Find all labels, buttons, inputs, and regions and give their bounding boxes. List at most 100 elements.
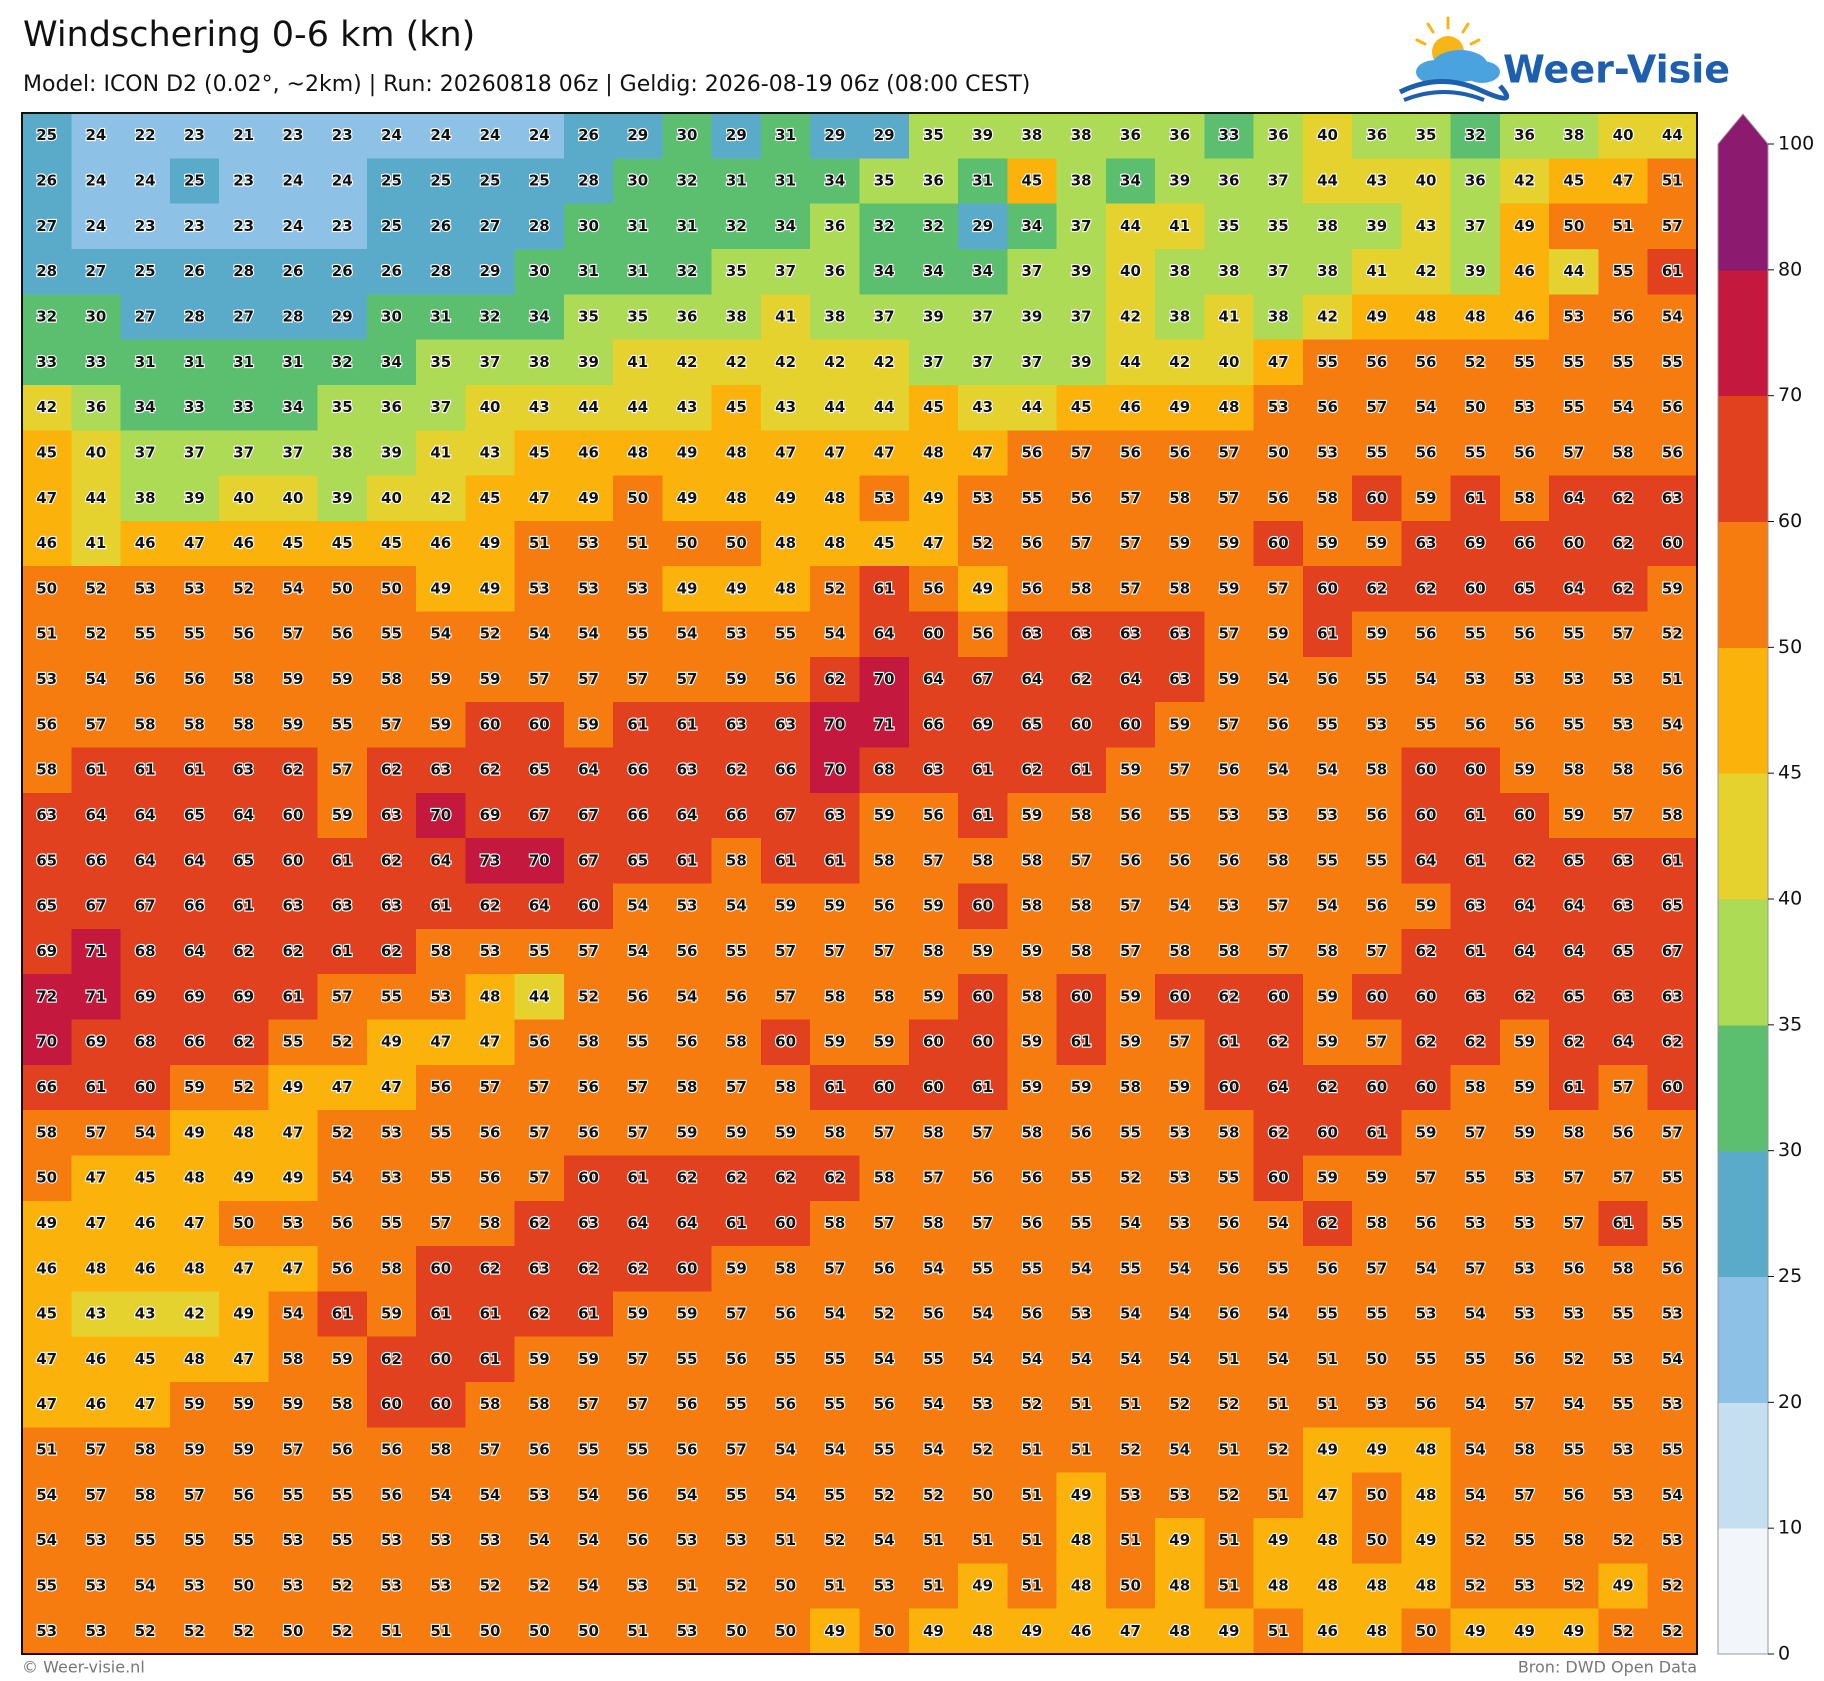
field-cell	[1204, 1563, 1255, 1610]
cell-value: 59	[1219, 670, 1240, 688]
cell-value: 54	[430, 625, 451, 643]
cell-value: 55	[578, 1441, 599, 1459]
cell-value: 57	[1120, 942, 1141, 960]
cell-value: 57	[1366, 1033, 1387, 1051]
cell-value: 50	[36, 579, 57, 597]
cell-value: 54	[1169, 1350, 1190, 1368]
cell-value: 53	[85, 1622, 106, 1640]
cell-value: 52	[874, 1305, 895, 1323]
cell-value: 55	[1120, 1259, 1141, 1277]
field-cell	[859, 1563, 910, 1610]
cell-value: 56	[677, 1441, 698, 1459]
field-cell	[169, 656, 220, 703]
field-cell	[1598, 611, 1649, 658]
field-cell	[662, 520, 713, 567]
cell-value: 60	[1268, 534, 1289, 552]
cell-value: 57	[1071, 534, 1092, 552]
cell-value: 31	[726, 171, 747, 189]
field-cell	[268, 520, 319, 567]
field-cell	[1056, 158, 1107, 205]
field-cell	[71, 1472, 122, 1519]
field-cell	[1352, 158, 1403, 205]
cell-value: 60	[972, 1033, 993, 1051]
field-cell	[71, 1382, 122, 1428]
field-cell	[563, 1019, 614, 1066]
field-cell	[1007, 248, 1058, 295]
cell-value: 48	[775, 534, 796, 552]
field-cell	[366, 339, 417, 386]
cell-value: 58	[1169, 579, 1190, 597]
cell-value: 24	[85, 126, 106, 144]
field-cell	[120, 611, 171, 658]
cell-value: 59	[1317, 1033, 1338, 1051]
cell-value: 59	[1514, 761, 1535, 779]
cell-value: 56	[1514, 625, 1535, 643]
field-cell	[760, 702, 811, 749]
field-cell	[711, 475, 762, 522]
colorbar-tick-label: 45	[1778, 762, 1802, 784]
cell-value: 57	[332, 761, 353, 779]
field-cell	[1598, 566, 1649, 613]
cell-value: 49	[923, 489, 944, 507]
cell-value: 55	[1563, 398, 1584, 416]
field-cell	[120, 1336, 171, 1383]
field-cell	[1105, 792, 1156, 839]
cell-value: 53	[1563, 307, 1584, 325]
field-cell	[1155, 1336, 1205, 1383]
cell-value: 61	[972, 806, 993, 824]
field-cell	[859, 158, 910, 205]
cell-value: 37	[775, 262, 796, 280]
field-cell	[1007, 1246, 1058, 1293]
field-cell	[760, 1155, 811, 1202]
cell-value: 58	[1071, 897, 1092, 915]
field-cell	[1105, 1291, 1156, 1338]
field-cell	[1549, 1110, 1600, 1157]
cell-value: 61	[1465, 806, 1486, 824]
field-cell	[613, 1155, 664, 1202]
field-cell	[1450, 1246, 1501, 1293]
cell-value: 55	[1071, 1169, 1092, 1187]
cell-value: 56	[332, 1214, 353, 1232]
field-cell	[760, 384, 811, 431]
field-cell	[958, 566, 1008, 613]
cell-value: 50	[972, 1486, 993, 1504]
field-cell	[1056, 838, 1107, 885]
field-cell	[1302, 1291, 1353, 1338]
field-cell	[760, 339, 811, 386]
field-cell	[1056, 566, 1107, 613]
cell-value: 55	[627, 1441, 648, 1459]
cell-value: 54	[480, 1486, 501, 1504]
field-cell	[169, 248, 220, 295]
field-cell	[514, 1019, 565, 1066]
field-cell	[1105, 1518, 1156, 1564]
field-cell	[760, 113, 811, 159]
cell-value: 35	[332, 398, 353, 416]
cell-value: 53	[85, 1577, 106, 1595]
cell-value: 51	[1120, 1395, 1141, 1413]
cell-value: 57	[480, 1078, 501, 1096]
cell-value: 70	[529, 851, 550, 869]
cell-value: 54	[1662, 1486, 1683, 1504]
cell-value: 39	[1071, 353, 1092, 371]
cell-value: 58	[1071, 806, 1092, 824]
field-cell	[219, 248, 269, 295]
cell-value: 42	[36, 398, 57, 416]
cell-value: 64	[1268, 1078, 1289, 1096]
field-cell	[1007, 1608, 1058, 1655]
field-cell	[1352, 1382, 1403, 1428]
field-cell	[958, 656, 1008, 703]
field-cell	[662, 475, 713, 522]
field-cell	[563, 1472, 614, 1519]
cell-value: 52	[184, 1622, 205, 1640]
field-cell	[1302, 883, 1353, 930]
cell-value: 36	[1268, 126, 1289, 144]
cell-value: 69	[184, 987, 205, 1005]
field-cell	[317, 1336, 368, 1383]
cell-value: 60	[1662, 1078, 1683, 1096]
cell-value: 54	[923, 1395, 944, 1413]
cell-value: 50	[1465, 398, 1486, 416]
cell-value: 42	[1169, 353, 1190, 371]
field-cell	[613, 339, 664, 386]
cell-value: 54	[1317, 897, 1338, 915]
field-cell	[1302, 1064, 1353, 1111]
